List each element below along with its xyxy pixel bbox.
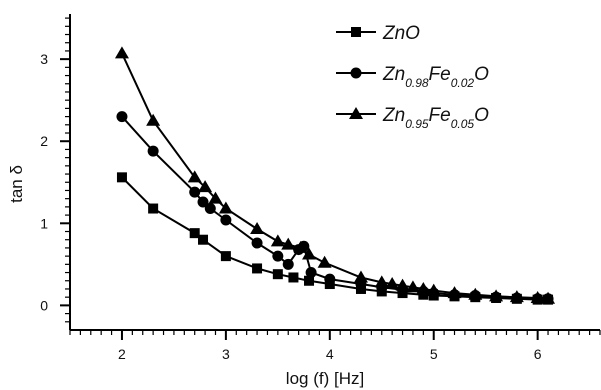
x-tick-label: 6 (534, 346, 542, 362)
series-line-circle (121, 115, 548, 300)
data-point-triangle (509, 290, 524, 303)
series-square (116, 172, 554, 305)
data-point-circle (116, 111, 128, 123)
data-point-triangle (270, 234, 285, 247)
legend-label-part: Fe (429, 64, 451, 85)
series-triangle (114, 46, 556, 304)
legend-label-subscript: 0.98 (405, 76, 429, 90)
data-point-square (116, 172, 127, 183)
legend-label-subscript: 0.02 (451, 76, 475, 90)
legend-marker-square (351, 27, 361, 37)
legend-label-part: Zn (382, 64, 405, 85)
legend-label-part: O (474, 105, 489, 126)
x-tick-label: 5 (430, 346, 438, 362)
data-point-triangle (293, 240, 308, 253)
data-point-circle (197, 196, 209, 208)
data-point-triangle (395, 278, 410, 291)
data-point-circle (324, 273, 336, 285)
data-point-square (252, 263, 263, 274)
x-tick-label: 3 (222, 346, 230, 362)
legend-item: Zn0.95Fe0.05O (336, 105, 489, 131)
legend-label-part: Zn (382, 105, 405, 126)
legend-label-part: ZnO (382, 23, 420, 44)
data-point-circle (305, 267, 317, 279)
data-point-triangle (187, 170, 202, 183)
x-tick-label: 2 (118, 346, 126, 362)
data-point-triangle (489, 289, 504, 302)
data-point-triangle (114, 46, 129, 59)
data-point-square (288, 272, 299, 283)
data-point-triangle (541, 291, 556, 304)
data-point-circle (220, 214, 232, 226)
legend-label-part: Fe (429, 105, 451, 126)
series-line-triangle (121, 52, 549, 300)
data-point-triangle (416, 281, 431, 294)
data-point-triangle (317, 255, 332, 268)
legend-label: Zn0.95Fe0.05O (382, 105, 489, 131)
y-ticks: 0 1 2 3 (40, 17, 70, 323)
data-point-triangle (146, 113, 161, 126)
data-point-triangle (374, 275, 389, 288)
data-point-circle (147, 145, 159, 157)
data-point-circle (251, 237, 263, 249)
data-point-triangle (302, 247, 317, 260)
data-point-triangle (468, 287, 483, 300)
data-point-triangle (385, 277, 400, 290)
y-tick-label: 0 (40, 297, 48, 313)
x-tick-label: 4 (326, 346, 334, 362)
y-tick-label: 3 (40, 51, 48, 67)
series-layer (114, 46, 556, 305)
legend-label: Zn0.98Fe0.02O (382, 64, 489, 90)
data-point-square (198, 234, 209, 245)
legend-label-part: O (474, 64, 489, 85)
x-ticks: 2 3 4 5 6 (69, 330, 601, 362)
data-point-circle (282, 258, 294, 270)
data-point-triangle (447, 286, 462, 299)
y-axis-title: tan δ (7, 165, 26, 203)
data-point-triangle (218, 201, 233, 214)
legend-item: ZnO (336, 23, 420, 44)
y-tick-label: 1 (40, 215, 48, 231)
data-point-triangle (250, 222, 265, 235)
data-point-square (148, 203, 159, 214)
series-line-square (121, 176, 548, 301)
data-point-triangle (353, 270, 368, 283)
data-point-square (220, 251, 231, 262)
series-circle (116, 111, 554, 305)
data-point-square (272, 269, 283, 280)
data-point-square (189, 228, 200, 239)
data-point-triangle (426, 283, 441, 296)
legend-marker-circle (350, 67, 362, 79)
data-point-triangle (530, 290, 545, 303)
data-point-square (304, 275, 315, 286)
data-point-triangle (281, 237, 296, 250)
y-tick-label: 2 (40, 133, 48, 149)
x-axis-title: log (f) [Hz] (286, 369, 364, 388)
legend-label: ZnO (382, 23, 420, 44)
data-point-circle (189, 186, 201, 198)
data-point-circle (272, 250, 284, 262)
legend-item: Zn0.98Fe0.02O (336, 64, 489, 90)
legend-label-subscript: 0.95 (405, 117, 429, 131)
data-point-triangle (405, 280, 420, 293)
data-point-triangle (198, 180, 213, 193)
axes-layer: 2 3 4 5 6 0 1 2 3 (40, 14, 601, 362)
data-point-triangle (208, 191, 223, 204)
legend-label-subscript: 0.05 (451, 117, 475, 131)
legend-marker-triangle (349, 107, 363, 119)
data-point-circle (204, 203, 216, 215)
